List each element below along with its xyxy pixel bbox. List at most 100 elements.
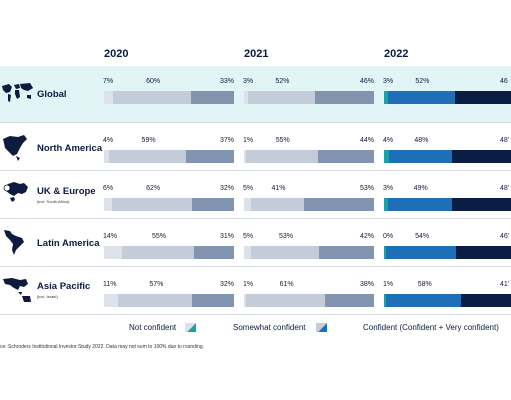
bar-segment-confident <box>191 91 234 104</box>
value-label-confident: 38% <box>360 281 375 288</box>
bar-2021-row-3 <box>244 246 374 259</box>
bar-segment-confident <box>461 294 511 307</box>
bar-segment-confident <box>193 246 234 259</box>
value-label-not-confident: 4% <box>383 137 394 144</box>
year-header-2020: 2020 <box>104 48 129 60</box>
legend-swatch-somewhat-confident <box>316 321 327 332</box>
value-label-not-confident: 3% <box>243 78 254 85</box>
bar-segment-not-confident <box>384 198 388 211</box>
bar-segment-confident <box>456 246 511 259</box>
bar-segment-somewhat-confident <box>109 150 186 163</box>
value-label-somewhat-confident: 52% <box>275 78 290 85</box>
value-label-somewhat-confident: 61% <box>279 281 294 288</box>
value-label-confident: 48' <box>500 137 510 144</box>
bar-segment-confident <box>451 150 511 163</box>
value-label-not-confident: 1% <box>383 281 394 288</box>
row-divider <box>0 218 511 219</box>
value-label-somewhat-confident: 48% <box>414 137 429 144</box>
row-divider <box>0 122 511 123</box>
value-label-confident: 48' <box>500 185 510 192</box>
bar-segment-somewhat-confident <box>250 198 305 211</box>
europe-map-icon <box>3 182 28 202</box>
bar-2022-row-2 <box>384 198 511 211</box>
bar-segment-not-confident <box>384 91 388 104</box>
region-label-asia-pacific: Asia Pacific <box>37 281 91 292</box>
bar-2020-row-4 <box>104 294 234 307</box>
value-label-confident: 46' <box>500 233 510 240</box>
bar-segment-somewhat-confident <box>246 150 318 163</box>
bar-segment-confident <box>454 91 511 104</box>
value-label-somewhat-confident: 59% <box>141 137 156 144</box>
value-label-confident: 44% <box>360 137 375 144</box>
value-label-somewhat-confident: 55% <box>275 137 290 144</box>
value-label-confident: 41' <box>500 281 510 288</box>
value-label-somewhat-confident: 57% <box>149 281 164 288</box>
region-label-global: Global <box>37 89 67 100</box>
value-label-somewhat-confident: 62% <box>146 185 161 192</box>
row-divider <box>0 170 511 171</box>
value-label-confident: 46 <box>500 78 508 85</box>
bar-segment-somewhat-confident <box>250 246 320 259</box>
bar-segment-confident <box>451 198 511 211</box>
legend-label-somewhat-confident: Somewhat confident <box>233 323 306 332</box>
value-label-not-confident: 4% <box>103 137 114 144</box>
year-header-2021: 2021 <box>244 48 269 60</box>
world-map-icon <box>2 83 33 102</box>
region-note-uk-europe: (incl. South Africa) <box>37 199 70 204</box>
value-label-confident: 32% <box>220 281 235 288</box>
bar-2021-row-2 <box>244 198 374 211</box>
value-label-not-confident: 11% <box>103 281 117 288</box>
bar-segment-somewhat-confident <box>113 91 192 104</box>
bar-segment-not-confident <box>104 294 119 307</box>
bar-2020-row-2 <box>104 198 234 211</box>
value-label-not-confident: 1% <box>243 137 254 144</box>
year-header-2022: 2022 <box>384 48 409 60</box>
legend-swatch-not-confident <box>185 321 196 332</box>
bar-segment-not-confident <box>384 246 386 259</box>
value-label-confident: 32% <box>220 185 235 192</box>
bar-segment-somewhat-confident <box>246 294 326 307</box>
value-label-somewhat-confident: 41% <box>271 185 286 192</box>
bar-segment-confident <box>314 91 374 104</box>
value-label-confident: 53% <box>360 185 375 192</box>
source-note: ce: Schroders Institutional Investor Stu… <box>0 344 205 350</box>
bar-segment-not-confident <box>244 91 248 104</box>
value-label-somewhat-confident: 55% <box>151 233 166 240</box>
bar-segment-somewhat-confident <box>122 246 194 259</box>
bar-segment-confident <box>192 198 234 211</box>
bar-segment-confident <box>325 294 374 307</box>
bar-segment-somewhat-confident <box>387 198 452 211</box>
bar-segment-not-confident <box>244 150 246 163</box>
value-label-not-confident: 1% <box>243 281 254 288</box>
value-label-not-confident: 3% <box>383 185 394 192</box>
region-label-north-america: North America <box>37 143 103 154</box>
bar-segment-not-confident <box>244 246 251 259</box>
bar-segment-not-confident <box>244 198 251 211</box>
bar-2020-row-1 <box>104 150 234 163</box>
value-label-somewhat-confident: 60% <box>146 78 161 85</box>
bar-segment-not-confident <box>384 150 390 163</box>
bar-segment-not-confident <box>104 246 123 259</box>
value-label-confident: 37% <box>220 137 235 144</box>
north-america-map-icon <box>3 135 27 161</box>
region-label-latin-america: Latin America <box>37 238 100 249</box>
bar-segment-somewhat-confident <box>387 91 455 104</box>
bar-segment-not-confident <box>104 198 112 211</box>
row-divider <box>0 314 511 315</box>
value-label-confident: 33% <box>220 78 235 85</box>
bar-2021-row-4 <box>244 294 374 307</box>
value-label-not-confident: 5% <box>243 185 254 192</box>
bar-2022-row-3 <box>384 246 511 259</box>
region-note-asia-pacific: (incl. Israel) <box>37 294 58 299</box>
value-label-confident: 31% <box>220 233 235 240</box>
bar-2022-row-4 <box>384 294 511 307</box>
bar-segment-not-confident <box>104 150 110 163</box>
bar-segment-not-confident <box>244 294 246 307</box>
row-divider <box>0 266 511 267</box>
bar-segment-somewhat-confident <box>386 294 462 307</box>
value-label-confident: 46% <box>360 78 375 85</box>
bar-segment-somewhat-confident <box>386 246 457 259</box>
value-label-somewhat-confident: 58% <box>417 281 432 288</box>
bar-2020-row-3 <box>104 246 234 259</box>
region-label-uk-europe: UK & Europe <box>37 186 96 197</box>
